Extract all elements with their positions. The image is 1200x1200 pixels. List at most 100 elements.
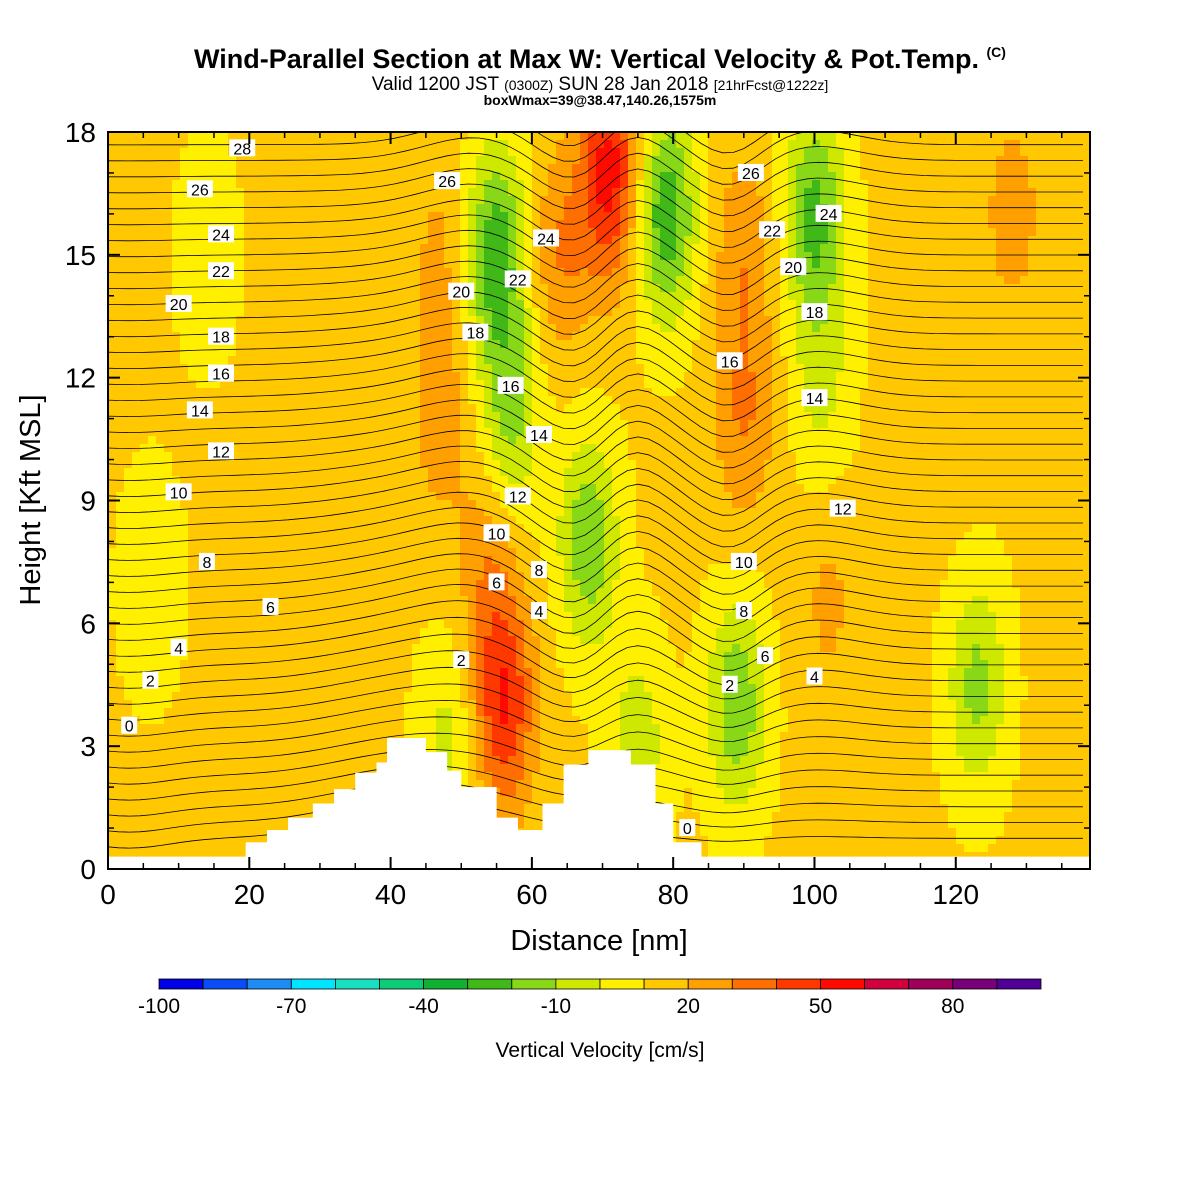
velocity-cell xyxy=(156,436,165,445)
velocity-cell xyxy=(948,364,957,373)
velocity-cell xyxy=(404,156,413,165)
velocity-cell xyxy=(580,340,589,349)
velocity-cell xyxy=(980,244,989,253)
velocity-cell xyxy=(956,316,965,325)
velocity-cell xyxy=(1020,236,1029,245)
velocity-cell xyxy=(444,364,453,373)
velocity-cell xyxy=(228,276,237,285)
velocity-cell xyxy=(652,332,661,341)
velocity-cell xyxy=(1084,388,1090,397)
velocity-cell xyxy=(556,244,565,253)
velocity-cell xyxy=(172,388,181,397)
velocity-cell xyxy=(652,356,661,365)
velocity-cell xyxy=(908,252,917,261)
velocity-cell xyxy=(420,452,429,461)
velocity-cell xyxy=(988,436,997,445)
velocity-cell xyxy=(724,436,733,445)
velocity-cell xyxy=(340,292,349,301)
velocity-cell xyxy=(772,316,781,325)
velocity-cell xyxy=(820,324,829,333)
velocity-cell xyxy=(1012,164,1021,173)
velocity-cell xyxy=(1068,164,1077,173)
velocity-cell xyxy=(1076,164,1085,173)
velocity-cell xyxy=(988,212,997,221)
velocity-cell xyxy=(1060,180,1069,189)
velocity-cell xyxy=(596,140,605,149)
velocity-cell xyxy=(188,140,197,149)
velocity-cell xyxy=(900,444,909,453)
velocity-cell xyxy=(676,252,685,261)
velocity-cell xyxy=(1004,444,1013,453)
velocity-cell xyxy=(508,428,517,437)
velocity-cell xyxy=(716,332,725,341)
velocity-cell xyxy=(516,252,525,261)
velocity-cell xyxy=(444,220,453,229)
velocity-cell xyxy=(580,316,589,325)
velocity-cell xyxy=(476,356,485,365)
velocity-cell xyxy=(172,252,181,261)
velocity-cell xyxy=(916,268,925,277)
velocity-cell xyxy=(548,252,557,261)
velocity-cell xyxy=(948,420,957,429)
velocity-cell xyxy=(732,212,741,221)
velocity-cell xyxy=(316,212,325,221)
velocity-cell xyxy=(836,228,845,237)
velocity-cell xyxy=(668,252,677,261)
velocity-cell xyxy=(172,268,181,277)
velocity-cell xyxy=(380,348,389,357)
velocity-cell xyxy=(628,220,637,229)
velocity-cell xyxy=(508,332,517,341)
velocity-cell xyxy=(620,196,629,205)
velocity-cell xyxy=(1028,204,1037,213)
velocity-cell xyxy=(516,436,525,445)
velocity-cell xyxy=(212,396,221,405)
velocity-cell xyxy=(268,372,277,381)
velocity-cell xyxy=(748,308,757,317)
velocity-cell xyxy=(196,196,205,205)
velocity-cell xyxy=(324,340,333,349)
velocity-cell xyxy=(252,212,261,221)
velocity-cell xyxy=(628,196,637,205)
velocity-cell xyxy=(564,252,573,261)
velocity-cell xyxy=(372,220,381,229)
velocity-cell xyxy=(412,236,421,245)
velocity-cell xyxy=(244,188,253,197)
velocity-cell xyxy=(260,260,269,269)
velocity-cell xyxy=(796,140,805,149)
velocity-cell xyxy=(644,268,653,277)
velocity-cell xyxy=(716,268,725,277)
velocity-cell xyxy=(148,444,157,453)
velocity-cell xyxy=(868,140,877,149)
velocity-cell xyxy=(668,444,677,453)
velocity-cell xyxy=(868,436,877,445)
velocity-cell xyxy=(956,340,965,349)
velocity-cell xyxy=(748,356,757,365)
velocity-cell xyxy=(116,132,125,141)
velocity-cell xyxy=(1068,388,1077,397)
velocity-cell xyxy=(684,284,693,293)
velocity-cell xyxy=(468,188,477,197)
velocity-cell xyxy=(900,204,909,213)
velocity-cell xyxy=(308,316,317,325)
velocity-cell xyxy=(716,444,725,453)
velocity-cell xyxy=(268,212,277,221)
velocity-cell xyxy=(548,188,557,197)
velocity-cell xyxy=(868,348,877,357)
velocity-cell xyxy=(852,388,861,397)
velocity-cell xyxy=(492,420,501,429)
velocity-cell xyxy=(244,420,253,429)
velocity-cell xyxy=(884,284,893,293)
velocity-cell xyxy=(580,236,589,245)
velocity-cell xyxy=(292,348,301,357)
velocity-cell xyxy=(148,276,157,285)
velocity-cell xyxy=(852,396,861,405)
velocity-cell xyxy=(172,196,181,205)
velocity-cell xyxy=(372,132,381,141)
velocity-cell xyxy=(1012,268,1021,277)
velocity-cell xyxy=(868,356,877,365)
velocity-cell xyxy=(380,292,389,301)
velocity-cell xyxy=(804,420,813,429)
velocity-cell xyxy=(124,156,133,165)
velocity-cell xyxy=(900,332,909,341)
velocity-cell xyxy=(116,204,125,213)
